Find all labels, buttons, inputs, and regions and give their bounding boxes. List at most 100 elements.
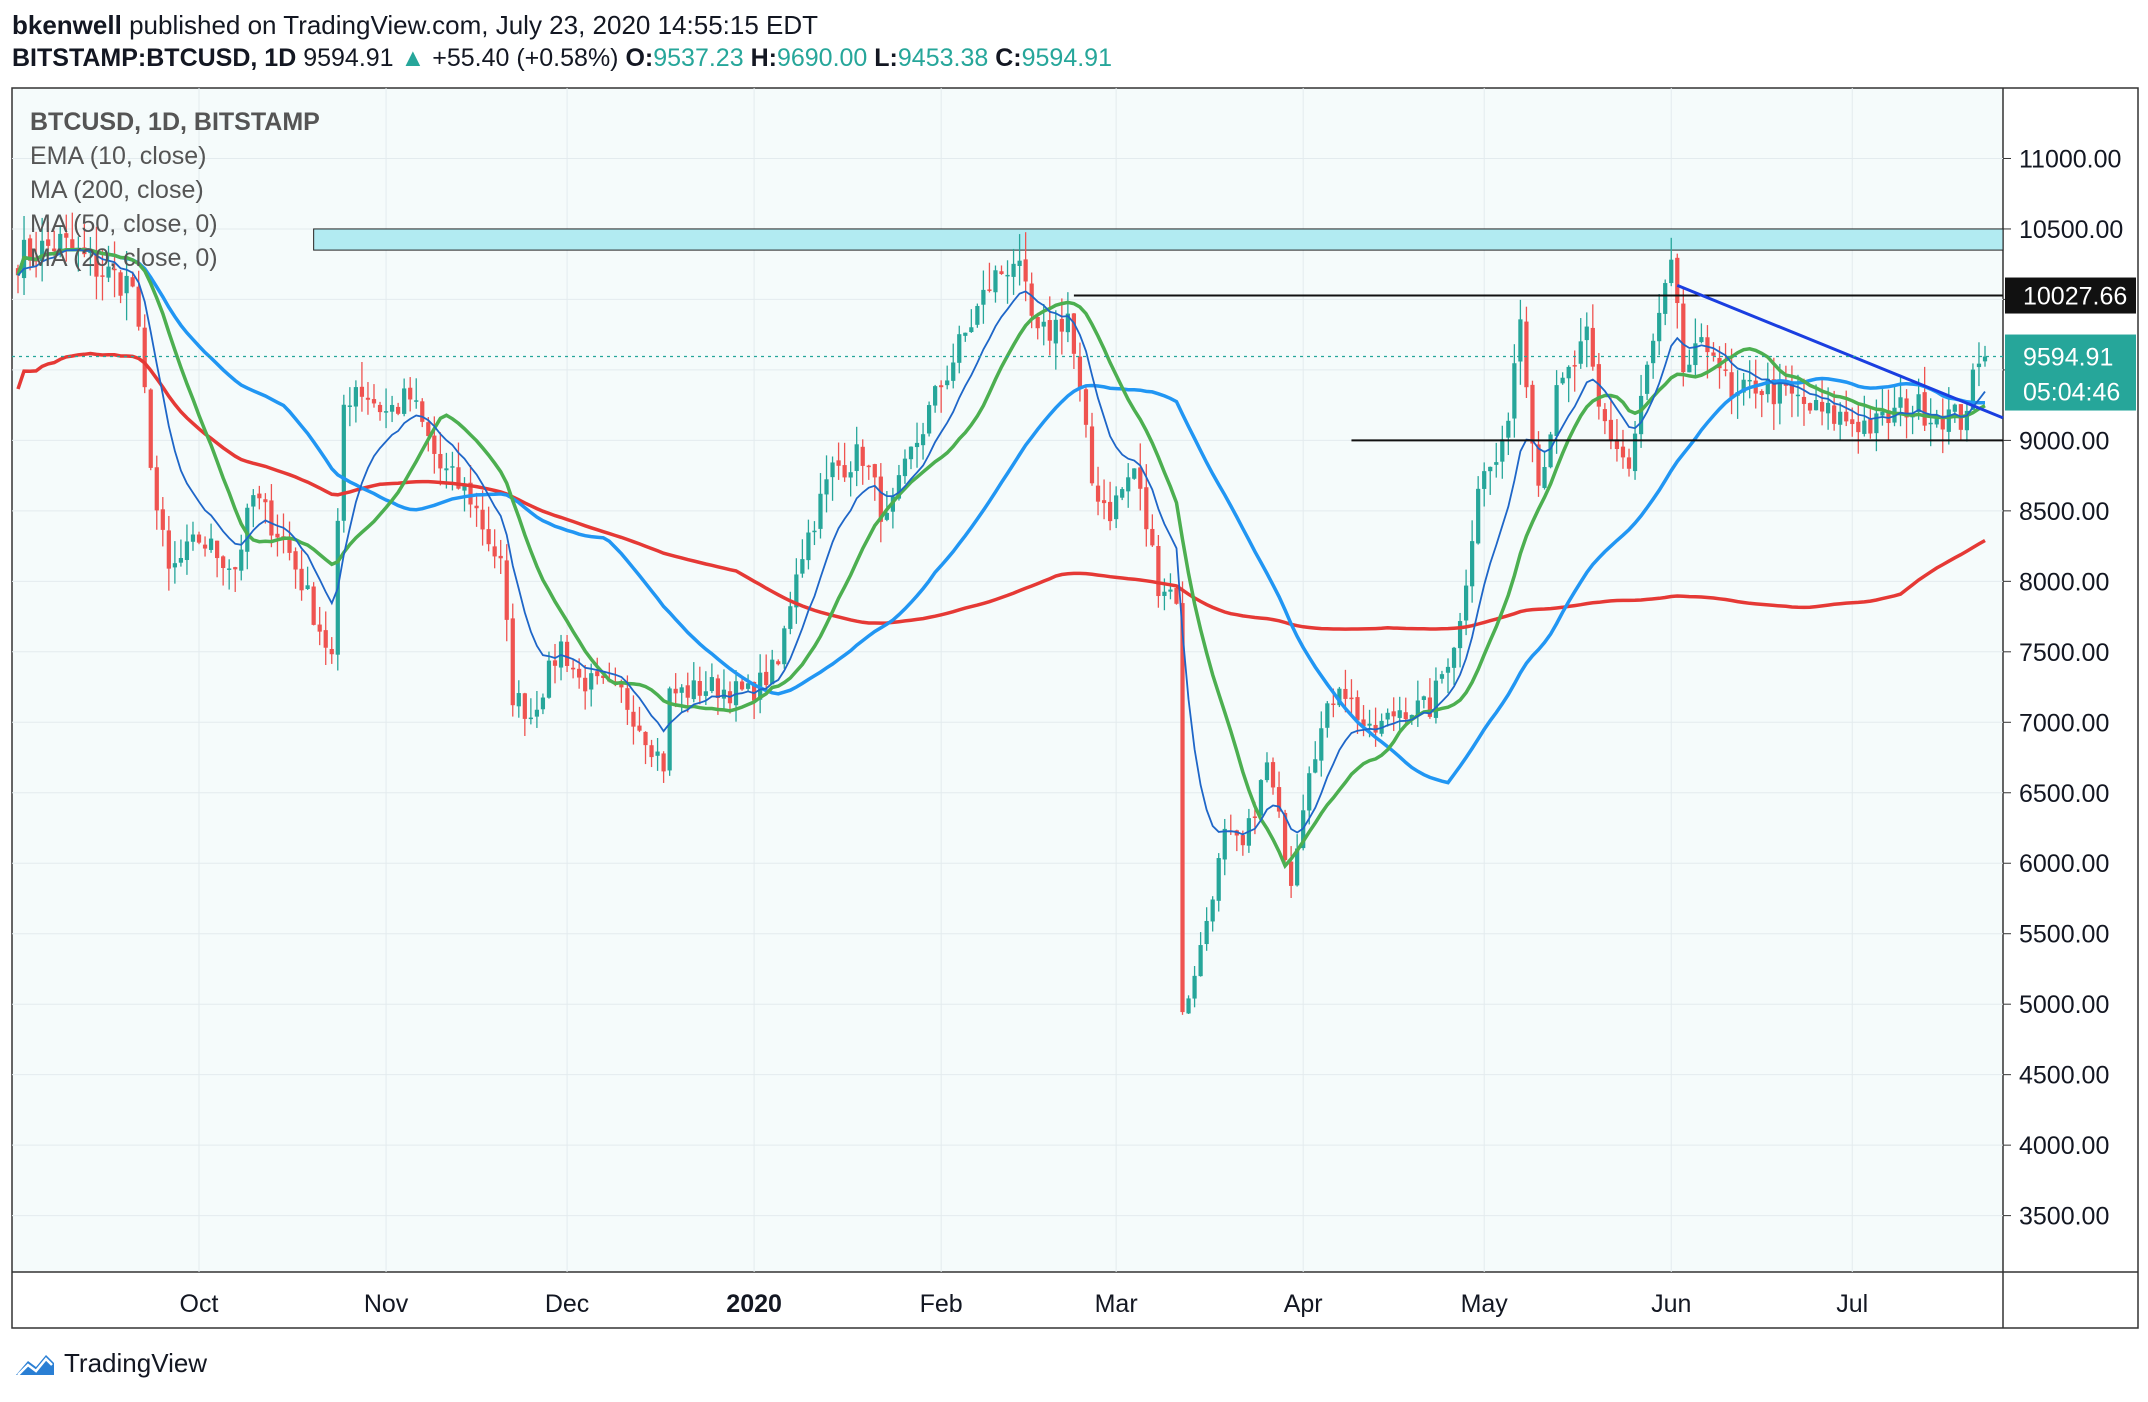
candle-body bbox=[1264, 762, 1270, 781]
open-label: O: bbox=[625, 44, 654, 72]
author-name[interactable]: bkenwell bbox=[12, 10, 122, 40]
candle-body bbox=[1693, 343, 1698, 366]
candle-body bbox=[323, 630, 328, 648]
candle-body bbox=[52, 248, 57, 252]
candle-body bbox=[842, 465, 847, 478]
x-tick-label: Feb bbox=[920, 1290, 963, 1318]
candle-body bbox=[1584, 326, 1589, 341]
candle-body bbox=[1421, 696, 1426, 700]
candle-body bbox=[1276, 787, 1282, 812]
candle-body bbox=[1856, 421, 1861, 433]
candle-body bbox=[1850, 419, 1855, 425]
candle-body bbox=[1270, 762, 1276, 788]
candle-body bbox=[1759, 391, 1764, 396]
candle-body bbox=[920, 434, 926, 446]
candle-body bbox=[800, 559, 805, 574]
candle-body bbox=[1476, 488, 1481, 544]
candle-body bbox=[118, 272, 123, 296]
candle-body bbox=[721, 689, 727, 699]
candle-body bbox=[88, 251, 93, 254]
last-price-badge bbox=[2005, 334, 2136, 411]
candle-body bbox=[619, 682, 624, 688]
candle-body bbox=[1638, 395, 1644, 435]
candle-body bbox=[945, 380, 950, 386]
legend-ma200[interactable]: MA (200, close) bbox=[30, 176, 204, 204]
candle-body bbox=[426, 422, 431, 436]
candle-body bbox=[1620, 446, 1626, 458]
candle-body bbox=[1687, 364, 1692, 373]
high-value: 9690.00 bbox=[776, 44, 868, 72]
candle-body bbox=[1017, 260, 1022, 266]
tradingview-logo[interactable]: TradingView bbox=[12, 1348, 207, 1379]
candle-body bbox=[1548, 434, 1553, 468]
x-tick-label: Oct bbox=[180, 1290, 219, 1318]
candle-body bbox=[552, 660, 558, 666]
candle-body bbox=[1120, 489, 1125, 498]
candle-body bbox=[1862, 420, 1867, 434]
candle-body bbox=[233, 567, 238, 570]
candle-body bbox=[196, 534, 202, 543]
candle-body bbox=[745, 683, 751, 689]
candle-body bbox=[239, 549, 244, 571]
candle-body bbox=[136, 286, 141, 327]
candle-body bbox=[1614, 439, 1620, 450]
candle-body bbox=[1095, 485, 1101, 502]
candle-body bbox=[1644, 364, 1650, 394]
candle-body bbox=[402, 388, 407, 414]
candle-body bbox=[1289, 861, 1294, 886]
last-price: 9594.91 bbox=[303, 44, 394, 72]
candle-body bbox=[371, 399, 377, 404]
candle-body bbox=[474, 505, 479, 509]
candle-body bbox=[1940, 416, 1945, 430]
candle-body bbox=[414, 400, 419, 402]
ema10-line bbox=[17, 248, 1986, 836]
candle-body bbox=[1741, 379, 1746, 393]
candle-body bbox=[1011, 263, 1016, 277]
legend-ema10[interactable]: EMA (10, close) bbox=[30, 142, 207, 170]
candle-body bbox=[1210, 899, 1215, 922]
candle-body bbox=[1832, 405, 1837, 424]
candle-body bbox=[987, 289, 992, 291]
candle-body bbox=[462, 484, 467, 491]
candle-body bbox=[902, 458, 908, 477]
candle-body bbox=[1675, 257, 1680, 304]
candle-body bbox=[202, 544, 208, 549]
candle-body bbox=[190, 534, 196, 542]
candle-body bbox=[1669, 259, 1674, 284]
candle-body bbox=[595, 671, 600, 677]
candle-body bbox=[1355, 697, 1360, 721]
low-value: 9453.38 bbox=[897, 44, 989, 72]
candle-body bbox=[848, 472, 853, 478]
candle-body bbox=[1174, 587, 1179, 604]
low-label: L: bbox=[874, 44, 898, 72]
candle-body bbox=[1391, 711, 1396, 717]
y-tick-label: 6500.00 bbox=[2019, 780, 2109, 808]
legend-ma50[interactable]: MA (50, close, 0) bbox=[30, 210, 218, 238]
candle-body bbox=[359, 386, 365, 397]
legend-ma20[interactable]: MA (20, close, 0) bbox=[30, 244, 218, 272]
candle-body bbox=[1126, 477, 1131, 492]
candle-body bbox=[926, 405, 932, 434]
y-tick-label: 11000.00 bbox=[2019, 145, 2121, 173]
candle-body bbox=[1047, 320, 1052, 341]
candle-body bbox=[1258, 780, 1264, 816]
candle-body bbox=[1723, 369, 1728, 371]
y-tick-label: 7000.00 bbox=[2019, 709, 2109, 737]
candle-body bbox=[643, 731, 648, 746]
candle-body bbox=[1626, 457, 1632, 469]
candle-body bbox=[1657, 312, 1662, 342]
candle-body bbox=[1059, 318, 1064, 332]
candle-body bbox=[794, 574, 799, 608]
candle-body bbox=[667, 688, 672, 771]
candle-body bbox=[1415, 700, 1420, 716]
candle-body bbox=[661, 753, 666, 772]
candle-body bbox=[1566, 366, 1571, 379]
candle-body bbox=[1445, 666, 1451, 673]
candle-body bbox=[806, 532, 811, 561]
candle-body bbox=[589, 673, 594, 690]
candle-body bbox=[498, 555, 503, 559]
chart-legend: BTCUSD, 1D, BITSTAMP EMA (10, close) MA … bbox=[30, 105, 320, 275]
candle-body bbox=[1898, 397, 1903, 408]
candle-body bbox=[631, 711, 636, 727]
